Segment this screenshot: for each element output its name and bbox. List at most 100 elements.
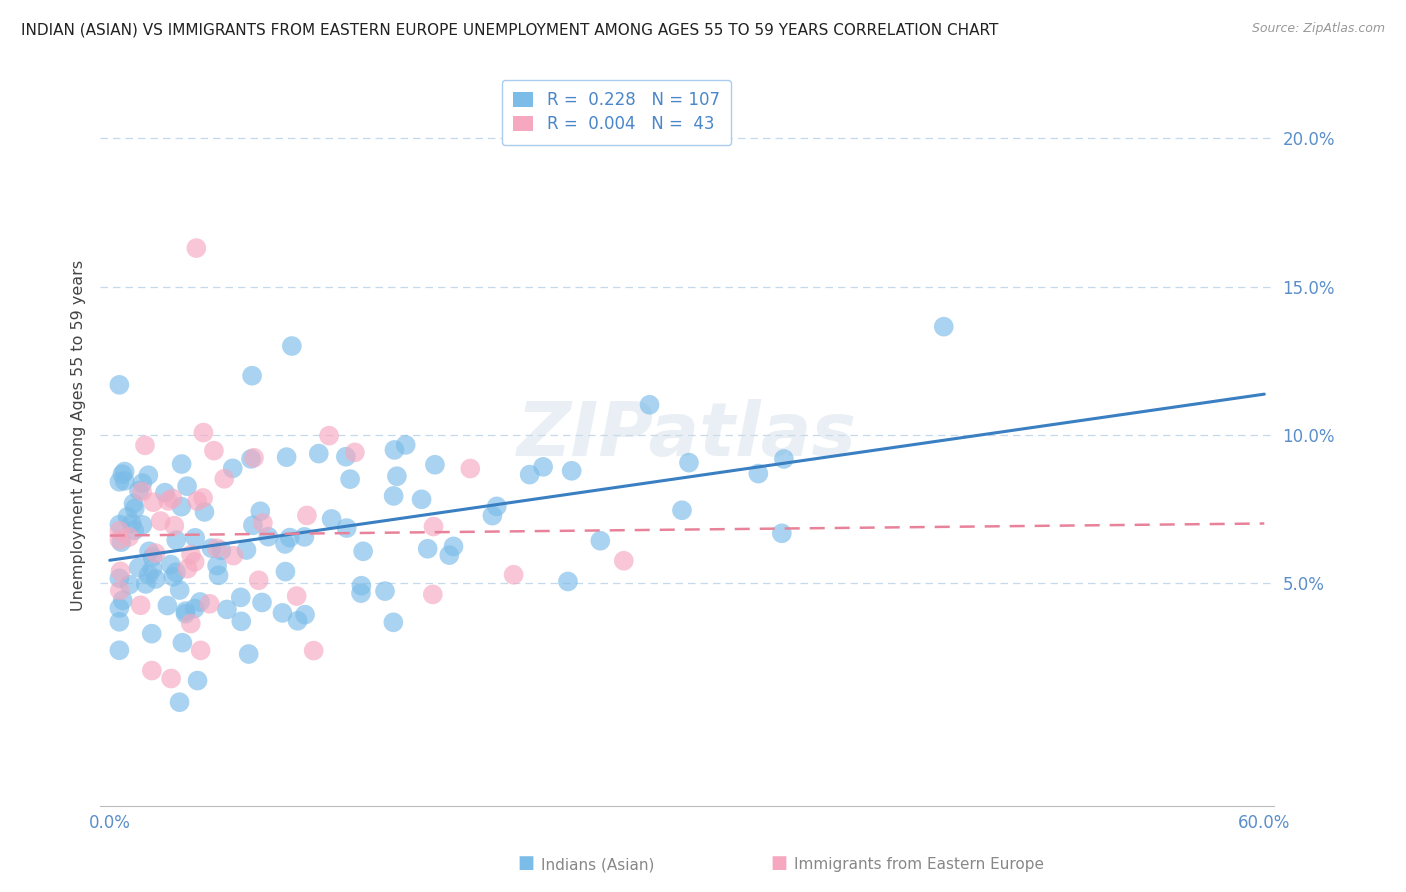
Point	[188, 595, 211, 609]
Point	[238, 647, 260, 661]
Point	[186, 241, 208, 255]
Point	[240, 451, 263, 466]
Point	[191, 491, 214, 505]
Point	[169, 583, 191, 598]
Point	[170, 457, 193, 471]
Point	[202, 443, 225, 458]
Point	[170, 500, 193, 514]
Point	[172, 636, 194, 650]
Point	[135, 577, 157, 591]
Point	[176, 479, 198, 493]
Point	[481, 508, 503, 523]
Point	[141, 562, 163, 576]
Point	[557, 574, 579, 589]
Point	[294, 530, 316, 544]
Point	[124, 501, 146, 516]
Point	[257, 530, 280, 544]
Y-axis label: Unemployment Among Ages 55 to 59 years: Unemployment Among Ages 55 to 59 years	[72, 260, 86, 611]
Point	[242, 518, 264, 533]
Point	[443, 540, 465, 554]
Point	[302, 643, 325, 657]
Point	[165, 566, 187, 580]
Point	[416, 541, 439, 556]
Point	[422, 587, 444, 601]
Point	[249, 504, 271, 518]
Point	[308, 447, 330, 461]
Point	[108, 475, 131, 489]
Text: Indians (Asian): Indians (Asian)	[541, 857, 655, 872]
Point	[423, 458, 446, 472]
Point	[336, 521, 359, 535]
Point	[141, 664, 163, 678]
Point	[276, 450, 298, 464]
Point	[183, 555, 205, 569]
Text: Source: ZipAtlas.com: Source: ZipAtlas.com	[1251, 22, 1385, 36]
Point	[190, 643, 212, 657]
Point	[350, 586, 373, 600]
Point	[382, 615, 405, 630]
Point	[205, 541, 228, 556]
Point	[128, 483, 150, 498]
Point	[176, 562, 198, 576]
Point	[193, 425, 215, 440]
Point	[519, 467, 541, 482]
Point	[186, 494, 208, 508]
Point	[118, 530, 141, 544]
Point	[121, 516, 143, 531]
Point	[184, 531, 207, 545]
Point	[235, 543, 257, 558]
Point	[209, 543, 232, 558]
Point	[613, 554, 636, 568]
Point	[174, 604, 197, 618]
Point	[285, 589, 308, 603]
Point	[149, 514, 172, 528]
Point	[198, 597, 221, 611]
Point	[187, 673, 209, 688]
Point	[129, 599, 152, 613]
Point	[671, 503, 693, 517]
Point	[281, 339, 304, 353]
Legend: R =  0.228   N = 107, R =  0.004   N =  43: R = 0.228 N = 107, R = 0.004 N = 43	[502, 79, 731, 145]
Point	[114, 465, 136, 479]
Point	[156, 599, 179, 613]
Point	[252, 516, 274, 530]
Point	[108, 615, 131, 629]
Point	[108, 601, 131, 615]
Point	[638, 398, 661, 412]
Point	[138, 567, 160, 582]
Point	[145, 546, 167, 560]
Point	[118, 577, 141, 591]
Point	[108, 643, 131, 657]
Point	[385, 469, 408, 483]
Point	[274, 537, 297, 551]
Point	[138, 544, 160, 558]
Point	[212, 472, 235, 486]
Point	[138, 468, 160, 483]
Point	[205, 558, 228, 573]
Point	[160, 672, 183, 686]
Point	[278, 531, 301, 545]
Point	[114, 474, 136, 488]
Point	[134, 438, 156, 452]
Point	[142, 495, 165, 509]
Point	[145, 572, 167, 586]
Point	[318, 428, 340, 442]
Point	[295, 508, 318, 523]
Point	[747, 467, 769, 481]
Point	[561, 464, 583, 478]
Point	[174, 607, 197, 621]
Point	[395, 438, 418, 452]
Point	[458, 461, 481, 475]
Point	[163, 518, 186, 533]
Point	[485, 500, 508, 514]
Point	[339, 472, 361, 486]
Text: Immigrants from Eastern Europe: Immigrants from Eastern Europe	[794, 857, 1045, 872]
Point	[335, 450, 357, 464]
Point	[352, 544, 374, 558]
Point	[162, 491, 184, 506]
Point	[131, 476, 153, 491]
Point	[250, 595, 273, 609]
Point	[222, 461, 245, 475]
Point	[200, 541, 222, 556]
Point	[122, 524, 145, 538]
